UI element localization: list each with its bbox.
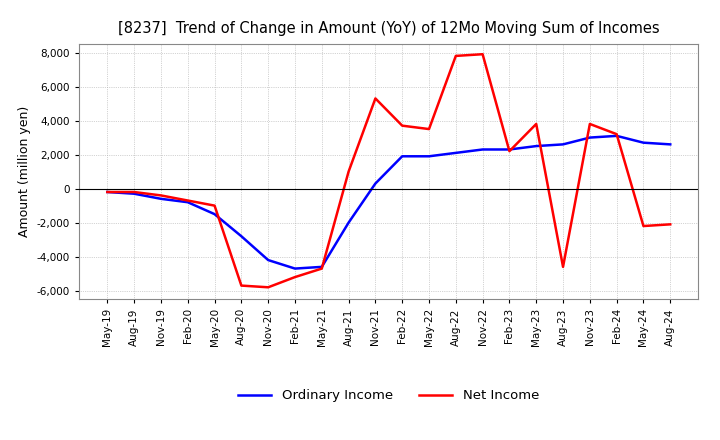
Ordinary Income [157,196,166,202]
Ordinary Income [478,147,487,152]
Y-axis label: Amount (million yen): Amount (million yen) [19,106,32,237]
Net Income [210,203,219,208]
Net Income [157,193,166,198]
Ordinary Income [585,135,594,140]
Net Income [666,222,675,227]
Net Income [371,96,379,101]
Net Income [264,285,272,290]
Net Income [398,123,407,128]
Title: [8237]  Trend of Change in Amount (YoY) of 12Mo Moving Sum of Incomes: [8237] Trend of Change in Amount (YoY) o… [118,21,660,36]
Ordinary Income [666,142,675,147]
Ordinary Income [344,220,353,225]
Line: Net Income: Net Income [107,54,670,287]
Ordinary Income [184,200,192,205]
Ordinary Income [425,154,433,159]
Net Income [612,132,621,137]
Net Income [103,189,112,194]
Net Income [237,283,246,288]
Net Income [344,169,353,174]
Net Income [451,53,460,59]
Line: Ordinary Income: Ordinary Income [107,136,670,268]
Ordinary Income [559,142,567,147]
Ordinary Income [398,154,407,159]
Ordinary Income [130,191,138,196]
Net Income [639,224,648,229]
Ordinary Income [318,264,326,270]
Net Income [425,126,433,132]
Legend: Ordinary Income, Net Income: Ordinary Income, Net Income [233,384,544,407]
Net Income [478,51,487,57]
Ordinary Income [264,257,272,263]
Net Income [291,275,300,280]
Ordinary Income [505,147,514,152]
Ordinary Income [210,212,219,217]
Ordinary Income [639,140,648,145]
Ordinary Income [291,266,300,271]
Net Income [130,189,138,194]
Net Income [585,121,594,127]
Net Income [184,198,192,203]
Net Income [505,149,514,154]
Ordinary Income [451,150,460,155]
Net Income [559,264,567,270]
Net Income [318,266,326,271]
Net Income [532,121,541,127]
Ordinary Income [612,133,621,139]
Ordinary Income [103,189,112,194]
Ordinary Income [237,234,246,239]
Ordinary Income [371,181,379,186]
Ordinary Income [532,143,541,149]
